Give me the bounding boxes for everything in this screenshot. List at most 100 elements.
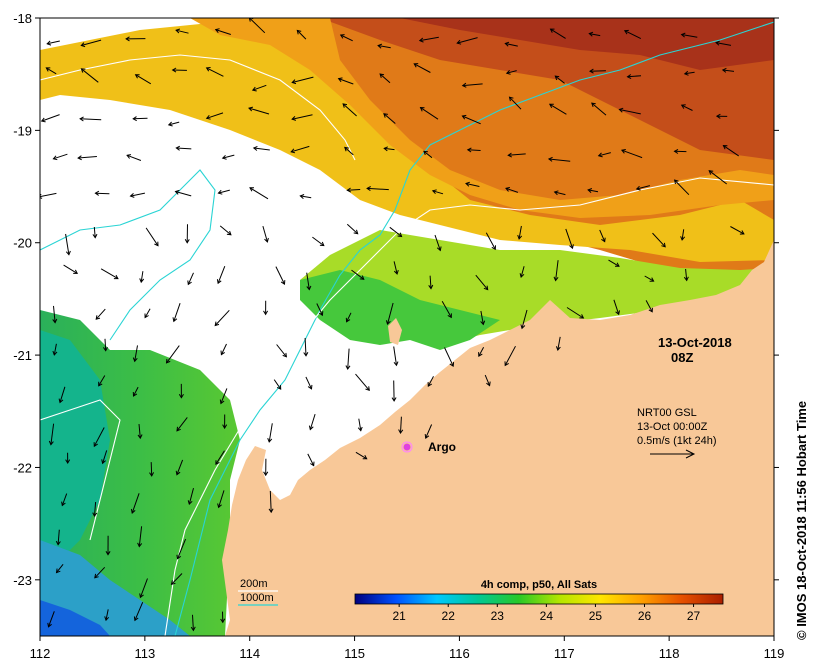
current-arrow — [387, 302, 394, 325]
current-arrow-head — [362, 454, 368, 460]
current-arrow-head — [308, 425, 314, 431]
current-arrow-head — [61, 501, 66, 507]
current-arrow — [217, 266, 226, 284]
current-arrow — [621, 149, 643, 159]
y-tick-label: -20 — [13, 236, 32, 251]
current-arrow-head — [105, 551, 111, 556]
current-arrow — [144, 308, 151, 318]
current-arrow — [173, 303, 181, 322]
current-arrow — [81, 68, 99, 83]
current-arrow-head — [519, 273, 525, 279]
current-arrow-head — [175, 470, 181, 476]
current-arrow-head — [419, 107, 425, 112]
current-arrow-head — [615, 310, 620, 316]
current-arrow — [589, 33, 601, 37]
colorbar-tick-label: 25 — [589, 609, 603, 623]
current-arrow — [462, 83, 483, 87]
current-arrow — [81, 39, 102, 46]
current-arrow — [347, 348, 350, 370]
current-arrow-head — [178, 393, 184, 399]
current-arrow — [652, 232, 666, 248]
current-arrow — [171, 573, 183, 585]
current-arrow-head — [554, 75, 560, 81]
current-arrow-head — [139, 278, 145, 284]
current-vectors — [40, 18, 745, 632]
current-arrow — [393, 261, 398, 275]
current-arrow-head — [377, 43, 383, 49]
current-arrow — [619, 109, 641, 115]
current-arrow — [636, 185, 651, 190]
current-arrow-head — [126, 154, 132, 159]
current-arrow-head — [383, 113, 388, 118]
current-arrow-head — [205, 67, 211, 72]
current-arrow-head — [618, 107, 624, 113]
current-arrow — [93, 226, 96, 238]
current-arrow-head — [345, 365, 351, 370]
current-arrow — [624, 30, 642, 40]
current-arrow-head — [251, 86, 257, 92]
current-arrow — [423, 150, 433, 159]
time-label: 08Z — [671, 350, 693, 365]
y-tick-label: -21 — [13, 348, 32, 363]
current-arrow-head — [80, 68, 86, 73]
current-arrow — [346, 312, 352, 323]
current-arrow — [344, 147, 354, 156]
bathymetry-contours — [40, 21, 774, 636]
current-arrow-head — [588, 31, 594, 37]
current-arrow — [355, 451, 367, 460]
current-arrow — [681, 229, 685, 240]
current-arrow — [306, 272, 310, 290]
current-arrow — [248, 18, 266, 34]
current-arrow-head — [337, 77, 343, 83]
current-arrow — [53, 153, 68, 160]
current-arrow-head — [339, 34, 345, 39]
current-arrow-head — [290, 148, 296, 154]
current-arrow — [276, 344, 287, 358]
current-arrow — [457, 37, 478, 44]
current-arrow-head — [398, 429, 404, 435]
current-arrow — [480, 310, 484, 325]
current-arrow — [681, 34, 698, 38]
current-arrow — [176, 147, 192, 150]
current-arrow-head — [307, 384, 313, 390]
current-arrow-head — [366, 186, 371, 192]
current-arrow-head — [623, 29, 629, 35]
current-arrow-head — [214, 28, 220, 34]
current-arrow — [273, 379, 282, 390]
current-arrow-head — [113, 274, 119, 280]
current-arrow-head — [125, 36, 130, 42]
current-arrow — [485, 232, 496, 250]
current-arrow — [613, 299, 620, 315]
current-arrow-head — [436, 246, 442, 252]
current-arrow-head — [418, 37, 424, 43]
current-arrow — [133, 117, 148, 120]
x-tick-label: 117 — [554, 646, 575, 661]
current-arrow — [252, 84, 267, 91]
current-arrow — [218, 189, 230, 194]
current-arrow-head — [102, 346, 108, 352]
current-arrow — [565, 228, 573, 249]
current-arrow-head — [58, 398, 64, 404]
current-arrow — [520, 266, 525, 278]
current-arrow-head — [52, 155, 58, 161]
current-arrow — [130, 192, 146, 197]
current-arrow-head — [346, 187, 352, 193]
current-arrow — [484, 374, 491, 386]
contour-1000m — [174, 21, 774, 636]
current-arrow-head — [217, 503, 222, 509]
current-arrow-head — [306, 285, 312, 291]
current-arrow-head — [310, 461, 315, 467]
current-arrow-head — [226, 230, 232, 236]
current-arrow-head — [673, 179, 679, 185]
current-arrow-head — [483, 285, 489, 291]
x-tick-label: 114 — [239, 646, 260, 661]
current-arrow — [275, 266, 285, 285]
current-arrow-head — [174, 189, 180, 195]
current-arrow-head — [491, 245, 496, 251]
current-arrow — [291, 145, 310, 153]
current-arrow — [291, 114, 313, 120]
sst-orange-north — [190, 18, 774, 218]
current-arrow-head — [98, 381, 103, 387]
current-arrow-head — [101, 459, 106, 465]
